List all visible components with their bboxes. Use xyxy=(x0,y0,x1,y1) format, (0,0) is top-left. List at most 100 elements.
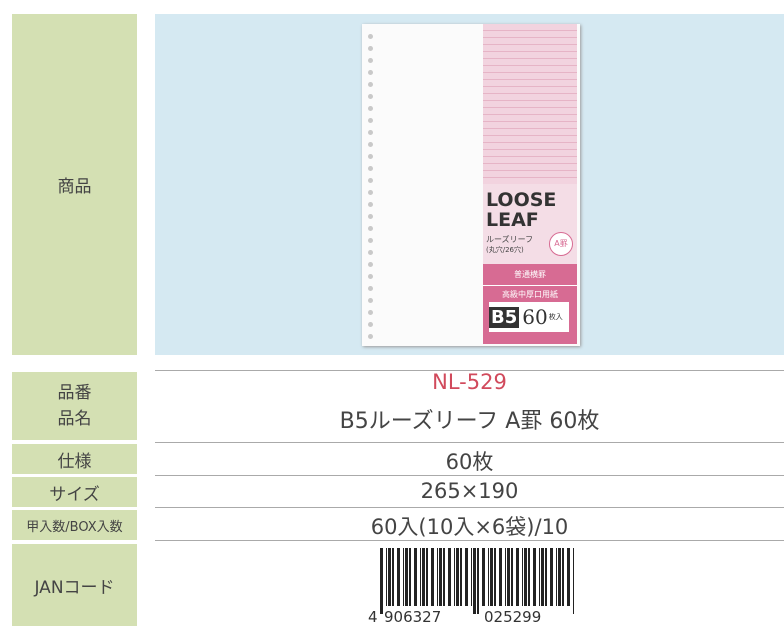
divider xyxy=(155,475,784,476)
barcode-bar xyxy=(556,548,557,606)
spec-label-cell: 仕様 xyxy=(12,444,137,474)
barcode-bar xyxy=(490,548,493,606)
binder-hole xyxy=(368,154,373,159)
binder-hole xyxy=(368,322,373,327)
spec-label-cell: 品番 品名 xyxy=(12,372,137,440)
spec-value: NL-529 xyxy=(432,370,507,394)
jan-digit: 025299 xyxy=(484,608,541,626)
binder-hole xyxy=(368,70,373,75)
barcode-bar xyxy=(524,548,527,606)
spec-label-cell: サイズ xyxy=(12,477,137,507)
barcode-bar xyxy=(482,548,485,606)
divider xyxy=(155,507,784,508)
barcode-bar xyxy=(488,548,489,606)
divider xyxy=(155,370,784,371)
jan-label-cell: JANコード xyxy=(12,544,137,626)
barcode-bar xyxy=(511,548,513,606)
binder-hole xyxy=(368,142,373,147)
product-label: 商品 xyxy=(57,177,92,197)
barcode-bar xyxy=(460,548,462,606)
spec-label: 品名 xyxy=(57,409,92,429)
barcode-bar xyxy=(541,548,544,606)
barcode-bar xyxy=(448,548,451,606)
barcode-bar xyxy=(388,548,391,606)
binder-hole xyxy=(368,118,373,123)
binder-hole xyxy=(368,94,373,99)
barcode-bar xyxy=(405,548,408,606)
spec-value: 60枚 xyxy=(445,450,494,474)
barcode-bar xyxy=(443,548,445,606)
binder-hole xyxy=(368,214,373,219)
jan-digit: 4 xyxy=(368,608,378,626)
binder-hole xyxy=(368,178,373,183)
barcode-bar xyxy=(507,548,510,606)
barcode-bar xyxy=(414,548,417,606)
barcode-bar xyxy=(437,548,438,606)
jan-digit: 906327 xyxy=(384,608,441,626)
barcode-bar xyxy=(426,548,428,606)
barcode-bar xyxy=(471,548,472,606)
barcode-bar xyxy=(499,548,502,606)
count: 60 xyxy=(522,305,548,329)
product-label-cell: 商品 xyxy=(12,14,137,355)
size-box: B5 60 枚入 xyxy=(489,302,569,332)
package: LOOSE LEAF ルーズリーフ (丸穴/26穴) A罫 普通横罫 高級中厚口用… xyxy=(362,24,580,346)
barcode: 4 906327 025299 xyxy=(368,548,574,626)
binder-hole xyxy=(368,130,373,135)
barcode-bar xyxy=(562,548,564,606)
count-unit: 枚入 xyxy=(548,313,563,321)
binder-hole xyxy=(368,82,373,87)
holes: (丸穴/26穴) xyxy=(486,246,524,254)
binder-hole xyxy=(368,286,373,291)
spec-value: 60入(10入×6袋)/10 xyxy=(370,515,569,539)
info-band: 普通横罫 高級中厚口用紙 B5 60 枚入 xyxy=(483,264,577,344)
barcode-bar xyxy=(420,548,421,606)
size: B5 xyxy=(489,306,520,328)
binder-hole xyxy=(368,106,373,111)
barcode-bar xyxy=(533,548,536,606)
binder-hole xyxy=(368,262,373,267)
binder-hole xyxy=(368,46,373,51)
binder-hole xyxy=(368,190,373,195)
barcode-bar xyxy=(431,548,434,606)
ruled-stripe xyxy=(483,24,577,204)
barcode-bar xyxy=(409,548,411,606)
barcode-bar xyxy=(522,548,523,606)
barcode-bar xyxy=(477,548,479,614)
barcode-bar xyxy=(516,548,519,606)
binder-hole xyxy=(368,34,373,39)
spec-label: サイズ xyxy=(49,484,100,505)
barcode-bar xyxy=(528,548,530,606)
binder-hole xyxy=(368,274,373,279)
binder-hole xyxy=(368,166,373,171)
binder-hole xyxy=(368,58,373,63)
divider xyxy=(155,442,784,443)
rule-badge: A罫 xyxy=(549,232,573,256)
barcode-bar xyxy=(539,548,540,606)
spec-label: 仕様 xyxy=(57,451,92,472)
binder-hole xyxy=(368,238,373,243)
spec-label-cell: 甲入数/BOX入数 xyxy=(12,510,137,540)
barcode-bar xyxy=(403,548,404,606)
barcode-bar xyxy=(439,548,442,606)
binder-hole xyxy=(368,298,373,303)
binder-hole xyxy=(368,202,373,207)
binder-hole xyxy=(368,226,373,231)
barcode-bar xyxy=(422,548,425,606)
spec-label: 甲入数/BOX入数 xyxy=(26,519,123,535)
subtitle: ルーズリーフ xyxy=(486,235,534,244)
barcode-bar xyxy=(573,548,574,614)
binder-hole xyxy=(368,250,373,255)
paper-type: 高級中厚口用紙 xyxy=(483,285,577,300)
barcode-bar xyxy=(465,548,468,606)
binder-hole xyxy=(368,310,373,315)
spec-value: 265×190 xyxy=(420,479,519,503)
title-line: LEAF xyxy=(486,209,539,231)
barcode-bar xyxy=(473,548,476,614)
barcode-bar xyxy=(558,548,561,606)
barcode-bar xyxy=(545,548,547,606)
barcode-bar xyxy=(454,548,455,606)
barcode-bar xyxy=(456,548,459,606)
barcode-bar xyxy=(505,548,506,606)
barcode-bar xyxy=(550,548,553,606)
